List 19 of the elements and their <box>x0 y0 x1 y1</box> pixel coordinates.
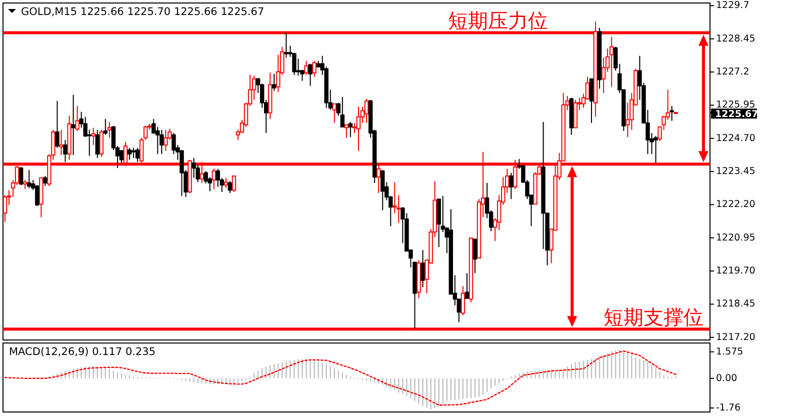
y-tick-label: 1220.95 <box>716 232 756 244</box>
y-tick-label: 1225.95 <box>716 100 756 111</box>
y-tick-label: 1225.67 <box>715 109 758 120</box>
y-tick-label: 1224.70 <box>716 132 756 144</box>
y-tick-label: 1.575 <box>716 346 744 358</box>
y-tick-label: 1229.7 <box>716 0 750 12</box>
y-tick-label: -1.76 <box>716 402 741 414</box>
y-tick-label: 1228.45 <box>716 33 756 44</box>
y-tick-label: 1218.45 <box>716 298 756 310</box>
ref-line-label: 短期压力位 <box>448 10 548 33</box>
y-tick-label: 0.00 <box>716 372 738 384</box>
ref-line-label: 短期支撑位 <box>603 307 704 330</box>
chart-title: MACD(12,26,9) 0.117 0.235 <box>9 346 156 358</box>
chart-title: GOLD,M15 1225.66 1225.70 1225.66 1225.67 <box>21 6 264 18</box>
y-tick-label: 1219.70 <box>716 266 756 277</box>
y-tick-label: 1227.2 <box>716 66 750 78</box>
y-tick-label: 1223.45 <box>716 166 756 177</box>
y-tick-label: 1222.20 <box>716 199 756 210</box>
y-tick-label: 1217.20 <box>716 332 756 343</box>
